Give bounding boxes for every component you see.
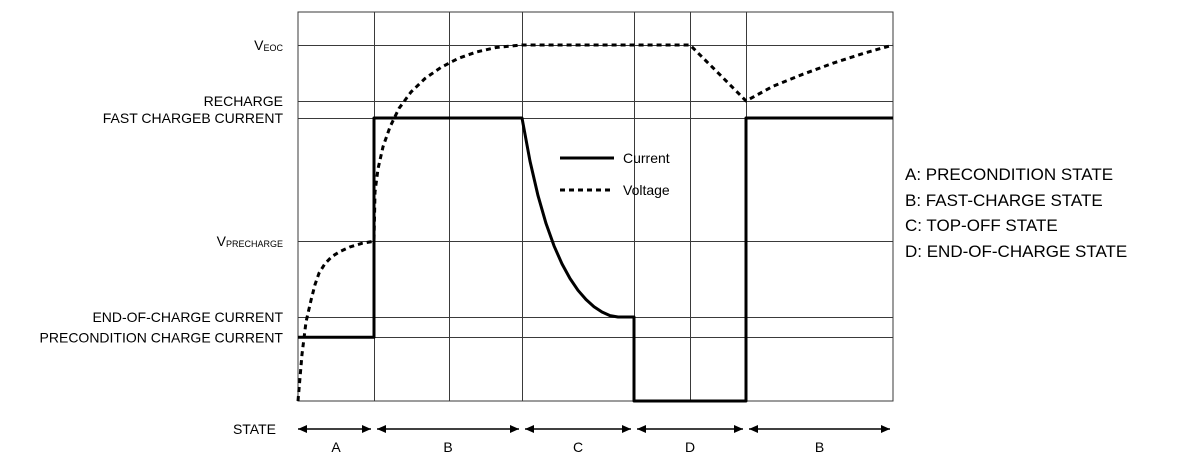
- legend: Current Voltage: [560, 150, 670, 198]
- state-label-c: C: [573, 439, 583, 455]
- grid: [297, 11, 894, 402]
- state-arrow-head-left: [637, 425, 646, 433]
- y-label-precond_current: PRECONDITION CHARGE CURRENT: [40, 329, 284, 345]
- state-arrow-head-right: [881, 425, 890, 433]
- state-definitions: A: PRECONDITION STATE B: FAST-CHARGE STA…: [905, 162, 1127, 264]
- state-label-a: A: [331, 439, 341, 455]
- y-label-fast: FAST CHARGEB CURRENT: [103, 110, 284, 126]
- state-arrow-head-left: [298, 425, 307, 433]
- state-label-b: B: [443, 439, 452, 455]
- state-label-b: B: [815, 439, 824, 455]
- state-label-d: D: [685, 439, 695, 455]
- state-definition-a: A: PRECONDITION STATE: [905, 165, 1114, 184]
- y-label-vpre: VPRECHARGE: [217, 233, 283, 249]
- state-arrow-head-left: [377, 425, 386, 433]
- state-arrow-head-right: [622, 425, 631, 433]
- series-current: [298, 116, 893, 403]
- legend-label-current: Current: [623, 150, 670, 166]
- state-arrow-head-left: [525, 425, 534, 433]
- plot-frame: [297, 11, 894, 402]
- state-definition-b: B: FAST-CHARGE STATE: [905, 190, 1103, 210]
- state-definition-d: D: END-OF-CHARGE STATE: [905, 241, 1128, 261]
- state-arrow-head-left: [749, 425, 758, 433]
- legend-label-voltage: Voltage: [623, 182, 670, 198]
- y-label-veoc: VEOC: [254, 37, 283, 53]
- y-label-recharge: RECHARGE: [204, 93, 283, 109]
- state-axis-label: STATE: [233, 421, 276, 437]
- series-voltage: [296, 43, 894, 402]
- y-label-eoc_current: END-OF-CHARGE CURRENT: [92, 309, 283, 325]
- series: [296, 43, 894, 403]
- state-axis: STATE A B C D B: [233, 421, 890, 455]
- state-arrow-head-right: [362, 425, 371, 433]
- state-definition-c: C: TOP-OFF STATE: [905, 216, 1058, 235]
- state-arrow-head-right: [734, 425, 743, 433]
- state-arrow-head-right: [510, 425, 519, 433]
